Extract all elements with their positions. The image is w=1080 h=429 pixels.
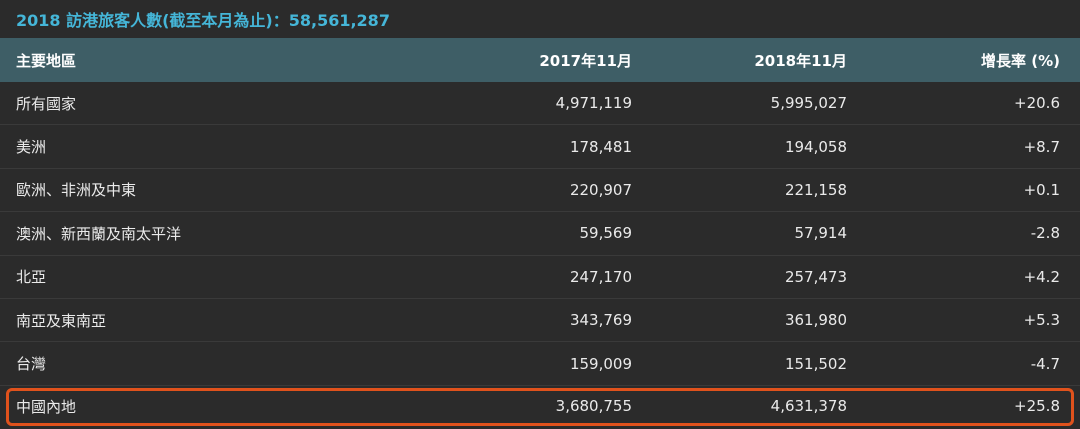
table-row: 澳洲、新西蘭及南太平洋 59,569 57,914 -2.8 <box>0 212 1080 256</box>
value-2018-cell: 4,631,378 <box>770 397 847 416</box>
value-2018-cell: 5,995,027 <box>770 94 847 113</box>
growth-cell: +5.3 <box>1023 311 1060 330</box>
region-cell: 南亞及東南亞 <box>16 311 107 330</box>
growth-cell: +4.2 <box>1023 267 1060 286</box>
growth-cell: +0.1 <box>1023 180 1060 199</box>
growth-cell: +20.6 <box>1014 94 1060 113</box>
value-2017-cell: 3,680,755 <box>555 397 632 416</box>
value-2017-cell: 178,481 <box>569 137 632 156</box>
value-2017-cell: 59,569 <box>579 224 633 243</box>
column-header-growth: 增長率 (%) <box>981 51 1060 70</box>
region-cell: 所有國家 <box>16 94 77 113</box>
table-row: 台灣 159,009 151,502 -4.7 <box>0 342 1080 386</box>
growth-cell: -4.7 <box>1030 354 1060 373</box>
value-2017-cell: 220,907 <box>569 180 632 199</box>
table-row: 南亞及東南亞 343,769 361,980 +5.3 <box>0 299 1080 343</box>
table-row: 所有國家 4,971,119 5,995,027 +20.6 <box>0 82 1080 126</box>
value-2018-cell: 221,158 <box>784 180 847 199</box>
region-cell: 北亞 <box>16 268 47 287</box>
growth-cell: -2.8 <box>1030 224 1060 243</box>
table-body: 所有國家 4,971,119 5,995,027 +20.6 美洲 178,48… <box>0 82 1080 426</box>
value-2018-cell: 194,058 <box>784 137 847 156</box>
column-header-2018: 2018年11月 <box>754 51 847 70</box>
region-cell: 台灣 <box>16 355 47 374</box>
region-cell: 澳洲、新西蘭及南太平洋 <box>16 224 182 243</box>
value-2017-cell: 247,170 <box>569 267 632 286</box>
table-row: 歐洲、非洲及中東 220,907 221,158 +0.1 <box>0 169 1080 213</box>
region-cell: 美洲 <box>16 138 47 157</box>
region-cell: 歐洲、非洲及中東 <box>16 181 137 200</box>
region-cell: 中國內地 <box>16 397 77 416</box>
growth-cell: +25.8 <box>1014 397 1060 416</box>
table-row: 美洲 178,481 194,058 +8.7 <box>0 125 1080 169</box>
page-title: 2018 訪港旅客人數(截至本月為止)：58,561,287 <box>0 0 1080 38</box>
highlighted-table-row: 中國內地 3,680,755 4,631,378 +25.8 <box>6 387 1074 426</box>
value-2018-cell: 361,980 <box>784 311 847 330</box>
value-2017-cell: 4,971,119 <box>555 94 632 113</box>
value-2018-cell: 257,473 <box>784 267 847 286</box>
value-2018-cell: 151,502 <box>784 354 847 373</box>
column-header-2017: 2017年11月 <box>539 51 632 70</box>
value-2018-cell: 57,914 <box>794 224 848 243</box>
table-row: 北亞 247,170 257,473 +4.2 <box>0 256 1080 299</box>
column-header-region: 主要地區 <box>16 51 77 70</box>
value-2017-cell: 159,009 <box>569 354 632 373</box>
value-2017-cell: 343,769 <box>569 311 632 330</box>
table-header: 主要地區 2017年11月 2018年11月 增長率 (%) <box>0 38 1080 82</box>
growth-cell: +8.7 <box>1023 137 1060 156</box>
